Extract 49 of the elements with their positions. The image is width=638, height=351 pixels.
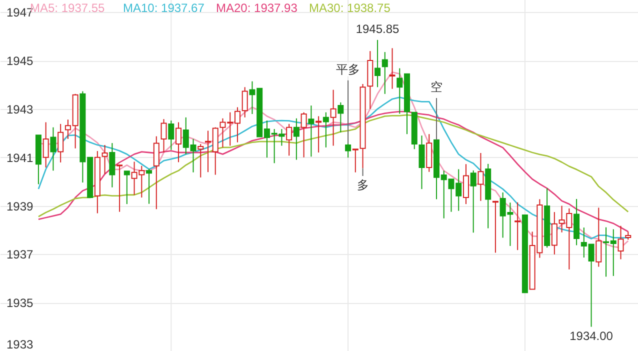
candlestick [198,144,204,178]
candlestick [338,102,344,133]
candlestick [102,144,108,175]
text: MA10: 1937.67 [123,1,205,15]
candlestick [330,89,336,146]
annotation: 1934.00 [570,328,614,343]
candlestick [176,122,182,163]
candlestick [462,164,469,205]
y-tick-label: 1945 [6,54,34,68]
candlestick [286,123,292,156]
candlestick [153,136,160,210]
candlestick [618,225,624,260]
candlestick [42,122,49,168]
annotation: 1945.85 [356,22,400,36]
candlestick [146,168,152,204]
candlestick [300,112,307,158]
text: MA30: 1938.75 [309,1,391,15]
y-tick-label: 1943 [6,102,34,116]
candlestick [492,200,498,254]
candlestick [322,112,329,148]
candlestick [514,202,521,251]
candlestick [50,126,56,172]
candlestick [109,142,116,188]
text: MA20: 1937.93 [216,1,298,15]
annotation: 平多 [336,62,360,76]
candlestick [124,170,130,205]
y-tick-label: 1933 [6,338,34,351]
y-tick-label: 1939 [6,199,34,214]
candlestick [160,118,167,154]
y-tick-label: 1937 [6,248,34,262]
candlestick [345,143,352,158]
candlestick [374,39,381,88]
candlestick [470,170,476,234]
candlestick [382,52,388,94]
candlestick [389,48,396,90]
candlestick [308,105,314,158]
candlestick [242,86,248,118]
y-tick-label: 1935 [6,296,34,310]
annotation: 空 [430,80,442,94]
y-tick-label: 1941 [6,150,34,165]
candlestick [418,135,425,190]
annotation: 多 [356,178,369,192]
candlestick [478,152,484,202]
candlestick [116,164,123,212]
candlestick [293,118,300,160]
line-series [38,114,629,218]
candlestick [168,120,174,150]
candlestick [596,207,602,268]
candlestick [58,123,64,163]
